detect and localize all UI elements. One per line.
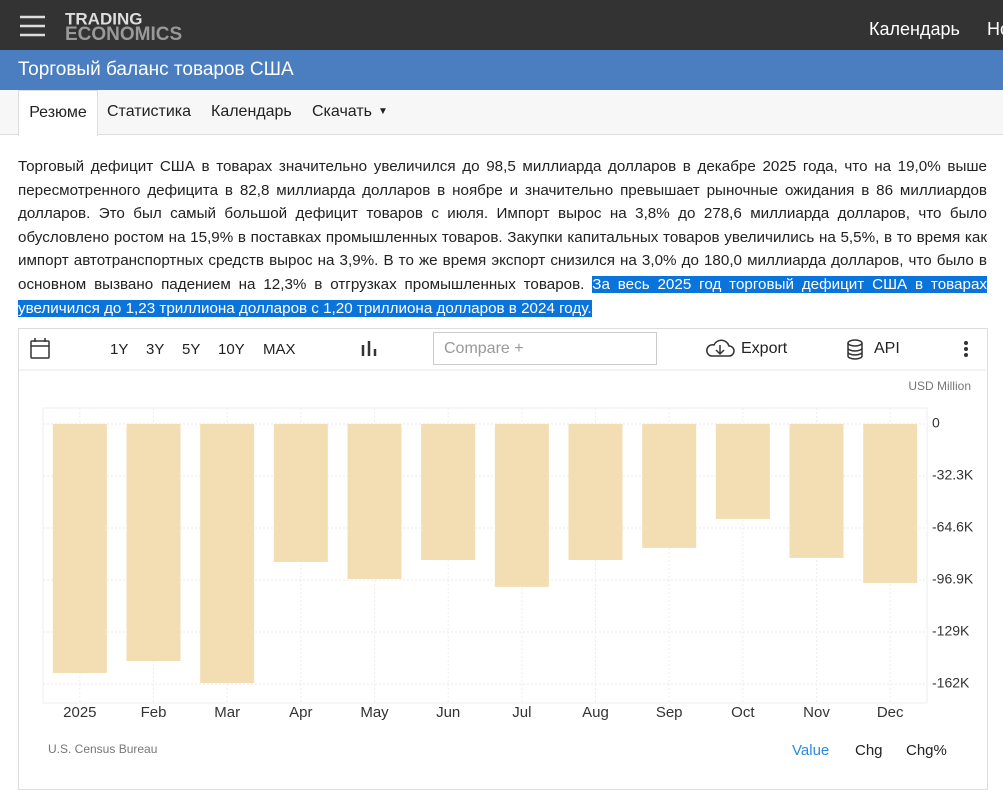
compare-input[interactable] [433, 332, 657, 365]
export-button[interactable]: Export [741, 340, 788, 357]
range-button[interactable]: MAX [263, 341, 296, 358]
tabs: Резюме Статистика Календарь Скачать ▼ [0, 90, 1003, 136]
y-tick-label: -64.6K [932, 519, 974, 535]
logo-top[interactable]: TRADING [65, 9, 142, 28]
unit-label: USD Million [908, 379, 971, 393]
x-tick-label: Nov [803, 704, 830, 721]
logo-bottom[interactable]: ECONOMICS [65, 24, 182, 45]
bar [642, 423, 697, 548]
x-tick-label: May [360, 704, 389, 721]
x-tick-label: Oct [731, 704, 755, 721]
range-button[interactable]: 1Y [110, 341, 128, 358]
tab[interactable]: Скачать ▼ [312, 90, 388, 134]
tab[interactable]: Календарь [211, 103, 292, 120]
x-tick-label: 2025 [63, 704, 96, 721]
x-tick-label: Mar [214, 704, 240, 721]
view-option[interactable]: Value [792, 742, 829, 759]
bar [568, 423, 623, 561]
y-tick-label: -96.9K [932, 571, 974, 587]
x-tick-label: Jul [512, 704, 531, 721]
top-bar-graphics: TRADING ECONOMICS Календарь Но [20, 9, 1003, 45]
tab[interactable]: Статистика [107, 103, 192, 120]
y-tick-label: -162K [932, 675, 970, 691]
bar [789, 423, 844, 558]
x-tick-label: Feb [141, 704, 167, 721]
source: U.S. Census Bureau [48, 742, 157, 756]
summary: Торговый дефицит США в товарах значитель… [18, 155, 987, 320]
view-option[interactable]: Chg% [906, 742, 947, 759]
bar [200, 423, 255, 684]
compare-placeholder[interactable]: Compare + [444, 340, 524, 357]
y-tick-label: -129K [932, 623, 970, 639]
range-button[interactable]: 5Y [182, 341, 200, 358]
top-bar: TRADING ECONOMICS Календарь Но [0, 0, 1003, 50]
page-title: Торговый баланс товаров США [18, 59, 294, 80]
title-bar: Торговый баланс товаров США [0, 50, 1003, 90]
summary-text: Торговый дефицит США в товарах значитель… [18, 158, 987, 293]
bar [863, 423, 918, 583]
bar [126, 423, 181, 661]
bar [273, 423, 328, 562]
x-tick-label: Jun [436, 704, 460, 721]
bar [52, 423, 107, 674]
bar [347, 423, 402, 580]
range-button[interactable]: 10Y [218, 341, 245, 358]
api-button[interactable]: API [874, 340, 900, 357]
bar [494, 423, 549, 587]
more-button[interactable] [964, 341, 968, 357]
chart-type-icon[interactable] [361, 341, 377, 356]
tab-label[interactable]: Скачать [312, 103, 372, 120]
range-button[interactable]: 3Y [146, 341, 164, 358]
nav-link[interactable]: Но [987, 19, 1003, 39]
y-tick-label: 0 [932, 415, 940, 431]
view-option[interactable]: Chg [855, 742, 883, 759]
y-tick-label: -32.3K [932, 467, 974, 483]
caret[interactable]: ▼ [378, 106, 388, 117]
bar [715, 423, 770, 519]
bar [421, 423, 476, 561]
tab[interactable]: Резюме [18, 90, 98, 136]
nav-link[interactable]: Календарь [869, 19, 960, 39]
menu-button[interactable] [20, 15, 45, 37]
x-tick-label: Aug [582, 704, 609, 721]
x-tick-label: Dec [877, 704, 904, 721]
export-icon[interactable] [706, 339, 735, 357]
x-tick-label: Apr [289, 704, 312, 721]
plot-area [42, 407, 928, 704]
api-icon[interactable] [847, 339, 863, 360]
x-tick-label: Sep [656, 704, 683, 721]
calendar-icon[interactable] [30, 338, 50, 359]
